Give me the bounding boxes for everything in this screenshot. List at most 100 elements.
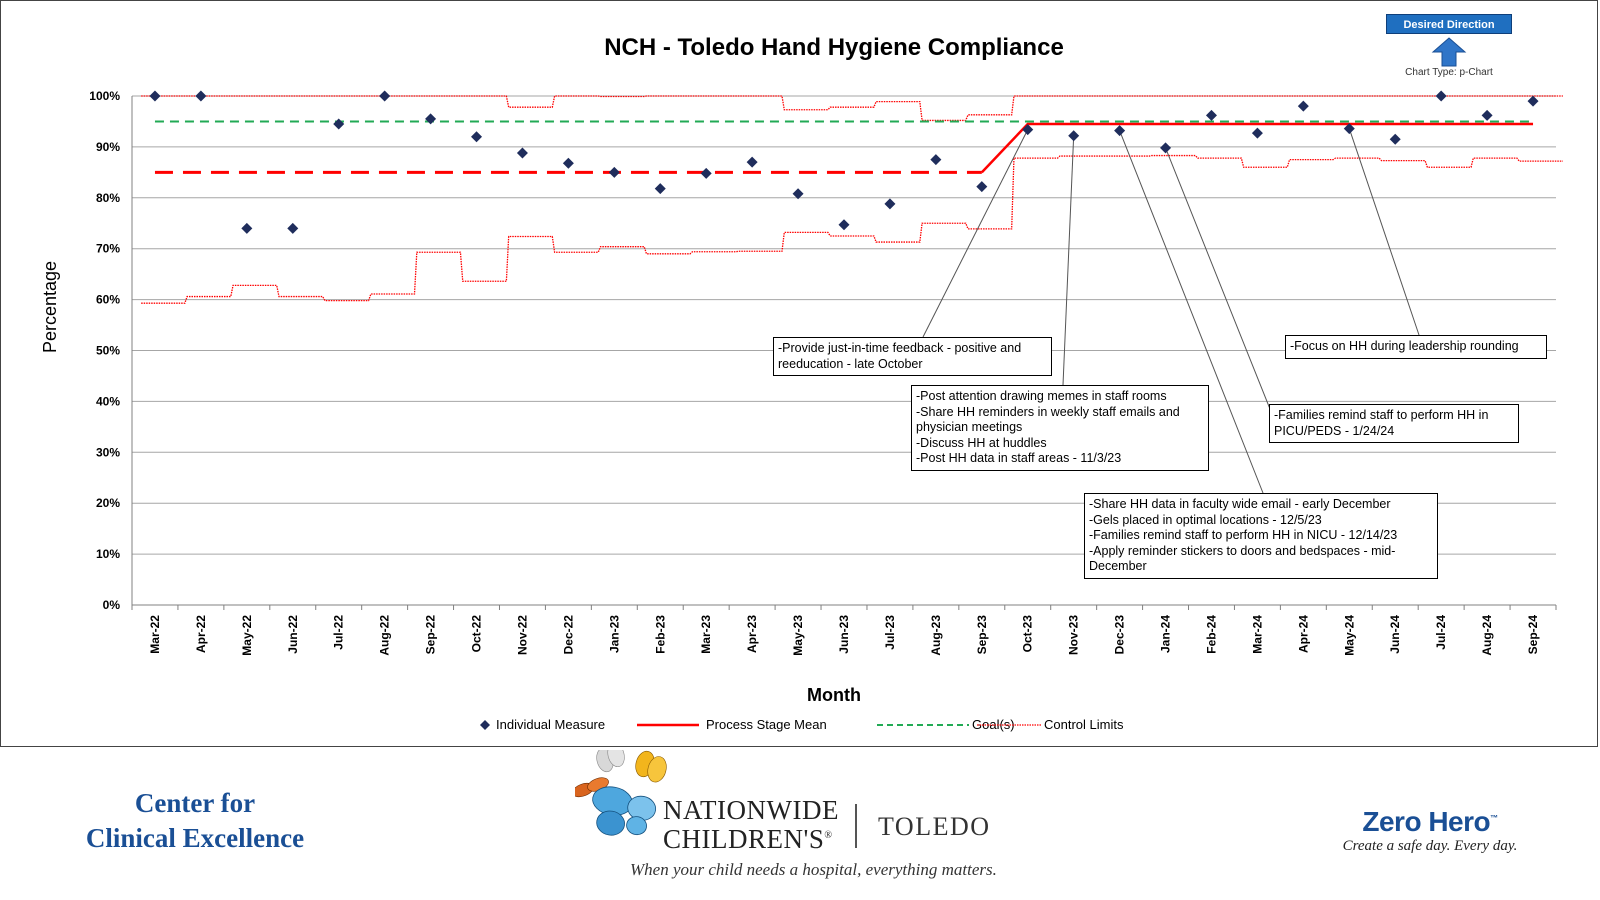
y-tick-label: 60%	[96, 293, 120, 307]
x-tick-label: Dec-23	[1113, 615, 1127, 655]
x-tick-label: Apr-22	[194, 615, 208, 653]
x-tick-label: Sep-22	[424, 615, 438, 655]
individual-measure-point	[654, 183, 666, 195]
y-tick-label: 0%	[103, 598, 121, 612]
x-tick-label: Sep-23	[975, 615, 989, 655]
x-tick-label: Jun-24	[1388, 615, 1402, 654]
x-tick-label: May-24	[1342, 615, 1356, 656]
x-tick-label: Aug-23	[929, 615, 943, 656]
annotation-dec23: -Share HH data in faculty wide email - e…	[1084, 493, 1438, 579]
legend-marker-individual	[480, 720, 490, 730]
y-tick-label: 20%	[96, 496, 120, 510]
butterflies-icon	[575, 750, 667, 836]
y-tick-label: 30%	[96, 445, 120, 459]
individual-measure-point	[241, 222, 253, 234]
y-tick-label: 10%	[96, 547, 120, 561]
x-tick-label: Jan-24	[1159, 615, 1173, 653]
desired-direction-label: Desired Direction	[1386, 14, 1512, 34]
chart-frame: 0% 10% 20% 30% 40% 50% 60% 70% 80% 90% 100% Mar-22 A…	[0, 0, 1598, 747]
individual-measure-point	[1297, 100, 1309, 112]
x-tick-label: Feb-23	[653, 615, 667, 654]
annotation-oct23-text: -Provide just-in-time feedback - positiv…	[778, 341, 1022, 371]
trademark-mark: ™	[1490, 813, 1498, 823]
individual-measure-point	[195, 90, 207, 102]
zero-hero-title: Zero Hero™	[1330, 806, 1530, 838]
individual-measure-point	[700, 167, 712, 179]
y-tick-label: 40%	[96, 394, 120, 408]
individual-measure-point	[471, 131, 483, 143]
x-tick-label: Jan-23	[607, 615, 621, 653]
x-tick-label: Oct-23	[1021, 615, 1035, 653]
individual-measure-point	[930, 154, 942, 166]
annotation-dec23-text: -Share HH data in faculty wide email - e…	[1089, 497, 1398, 573]
logo-childrens-text: CHILDREN'S®	[663, 824, 832, 855]
annotation-leader-line	[1062, 135, 1075, 386]
annotation-leader-line	[1165, 147, 1277, 425]
y-axis-title: Percentage	[40, 261, 60, 353]
individual-measure-point	[287, 222, 299, 234]
chart-type-label: Chart Type: p-Chart	[1405, 67, 1493, 78]
individual-measure-point	[1389, 133, 1401, 145]
annotation-leader-line	[1119, 130, 1264, 494]
individual-measure-point	[746, 156, 758, 168]
logo-separator	[855, 804, 857, 848]
individual-measure-point	[149, 90, 161, 102]
x-tick-label: Mar-24	[1250, 615, 1264, 654]
individual-measure-point	[838, 219, 850, 231]
x-tick-label: Oct-22	[470, 615, 484, 653]
individual-measure-point	[1114, 125, 1126, 137]
annotation-leader-line	[1348, 128, 1420, 336]
lcl-line	[141, 154, 1563, 304]
zero-hero-logo: Zero Hero™ Create a safe day. Every day.	[1330, 806, 1530, 855]
legend-label-mean: Process Stage Mean	[706, 717, 827, 732]
individual-measure-point	[1251, 127, 1263, 139]
individual-measure-point	[792, 188, 804, 200]
individual-measure-point	[608, 166, 620, 178]
annotation-jan24-text: -Families remind staff to perform HH in …	[1274, 408, 1489, 438]
y-tick-label: 90%	[96, 140, 120, 154]
x-tick-label: Dec-22	[561, 615, 575, 655]
annotation-oct23: -Provide just-in-time feedback - positiv…	[773, 337, 1052, 376]
individual-measure-point	[333, 118, 345, 130]
x-tick-label: Apr-24	[1296, 615, 1310, 653]
individual-measure-point	[1527, 95, 1539, 107]
x-tick-label: Jul-23	[883, 615, 897, 650]
x-tick-label: Nov-22	[515, 615, 529, 655]
x-tick-label: Aug-22	[378, 615, 392, 656]
y-tick-label: 50%	[96, 344, 120, 358]
individual-measure-point	[1205, 109, 1217, 121]
individual-measure-point	[1343, 123, 1355, 135]
y-tick-label: 70%	[96, 242, 120, 256]
logo-tagline: When your child needs a hospital, everyt…	[630, 860, 997, 879]
legend-label-individual: Individual Measure	[496, 717, 605, 732]
individual-measure-point	[1022, 124, 1034, 136]
x-tick-label: Jul-22	[332, 615, 346, 650]
x-tick-label: Mar-23	[699, 615, 713, 654]
annotation-nov23-text: -Post attention drawing memes in staff r…	[916, 389, 1180, 465]
individual-measure-point	[516, 147, 528, 159]
ucl-line	[141, 95, 1563, 122]
up-arrow-icon	[1431, 37, 1467, 67]
y-tick-label: 80%	[96, 191, 120, 205]
logo-toledo-text: TOLEDO	[878, 812, 991, 841]
legend-label-control-limits: Control Limits	[1044, 717, 1124, 732]
x-tick-label: May-22	[240, 615, 254, 656]
x-tick-label: Sep-24	[1526, 615, 1540, 655]
nationwide-childrens-logo: NATIONWIDE CHILDREN'S® TOLEDO When your …	[575, 750, 1005, 892]
x-tick-label: Nov-23	[1067, 615, 1081, 655]
x-tick-label: Jun-22	[286, 615, 300, 654]
x-tick-label: Aug-24	[1480, 615, 1494, 656]
y-tick-label: 100%	[89, 89, 120, 103]
annotation-leader-line	[922, 129, 1029, 338]
center-for-clinical-excellence-logo: Center for Clinical Excellence	[60, 786, 330, 856]
annotation-jan24: -Families remind staff to perform HH in …	[1269, 404, 1519, 443]
x-tick-label: Apr-23	[745, 615, 759, 653]
individual-measure-point	[379, 90, 391, 102]
cce-line1: Center for	[134, 788, 256, 818]
individual-measure-point	[1068, 130, 1080, 142]
individual-measure-point	[562, 157, 574, 169]
cce-line2: Clinical Excellence	[85, 823, 305, 853]
individual-measure-point	[425, 113, 437, 125]
chart-title: NCH - Toledo Hand Hygiene Compliance	[604, 34, 1064, 61]
individual-measure-point	[976, 181, 988, 193]
